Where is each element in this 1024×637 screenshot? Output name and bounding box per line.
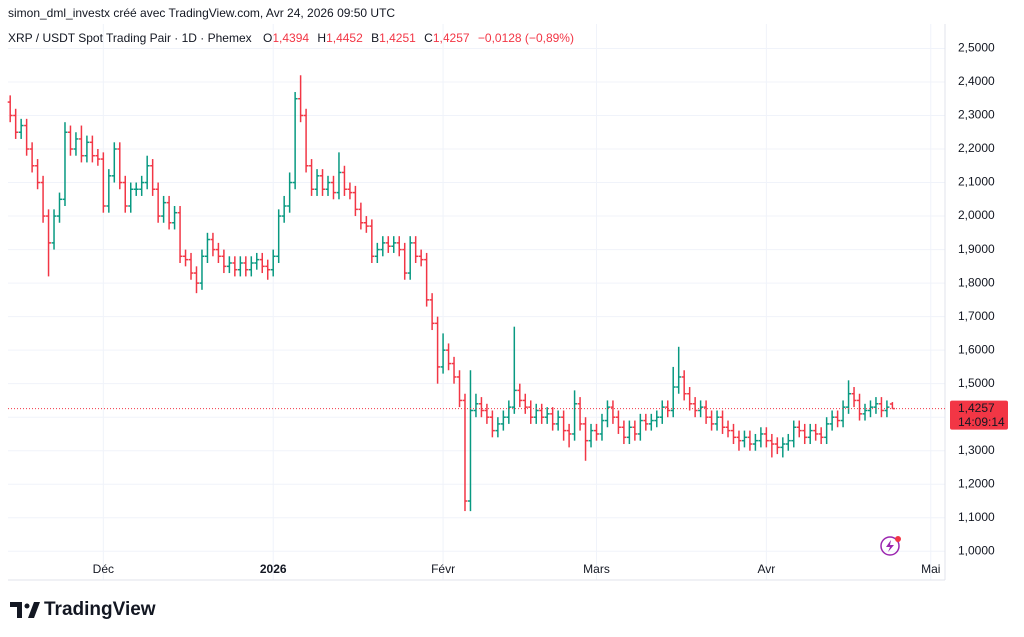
y-tick-label: 1,7000 [958,309,995,323]
y-tick-label: 2,5000 [958,41,995,55]
x-tick-label: Déc [93,562,114,576]
y-tick-label: 1,5000 [958,376,995,390]
x-tick-label: 2026 [260,562,287,576]
y-tick-label: 1,6000 [958,342,995,356]
y-tick-label: 1,3000 [958,443,995,457]
open-label: O [263,31,272,45]
y-tick-label: 1,8000 [958,275,995,289]
countdown: 14:09:14 [958,415,1005,429]
y-tick-label: 2,1000 [958,175,995,189]
y-tick-label: 1,2000 [958,476,995,490]
price-tag-label: 1,4257 [958,401,995,415]
lightning-icon [880,536,901,556]
legend: XRP / USDT Spot Trading Pair · 1D · Phem… [8,31,574,45]
low-label: B [371,31,379,45]
close-label: C [424,31,433,45]
brand: TradingView [44,599,156,620]
high-value: 1,4452 [326,31,363,45]
credit: simon_dml_investx créé avec TradingView.… [8,6,395,20]
high-label: H [317,31,326,45]
x-tick-label: Avr [757,562,775,576]
x-tick-label: Mai [921,562,940,576]
low-value: 1,4251 [379,31,416,45]
x-tick-label: Févr [431,562,455,576]
logo: TradingView [10,599,156,620]
close-value: 1,4257 [433,31,470,45]
symbol: XRP / USDT Spot Trading Pair · 1D · Phem… [8,31,252,45]
price-tag [950,400,1008,430]
y-tick-label: 2,4000 [958,74,995,88]
x-tick-label: Mars [583,562,610,576]
change: −0,0128 (−0,89%) [478,31,574,45]
open-value: 1,4394 [272,31,309,45]
y-tick-label: 1,1000 [958,510,995,524]
y-tick-label: 2,0000 [958,208,995,222]
y-tick-label: 1,9000 [958,242,995,256]
y-tick-label: 2,3000 [958,108,995,122]
bars [7,75,895,512]
y-tick-label: 2,2000 [958,141,995,155]
y-tick-label: 1,0000 [958,543,995,557]
